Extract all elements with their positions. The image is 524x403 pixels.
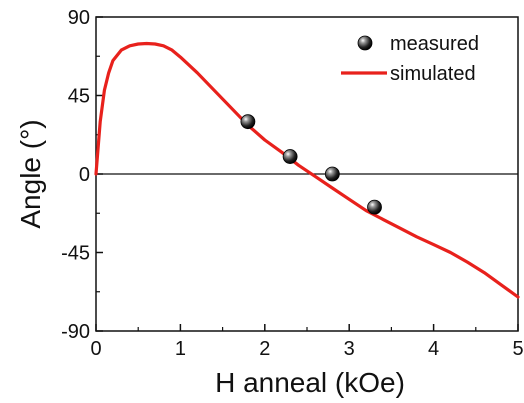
measured-point (324, 166, 340, 182)
y-tick-label: -90 (61, 321, 90, 343)
x-tick-label: 4 (428, 338, 439, 360)
x-tick-label: 0 (90, 338, 101, 360)
x-tick-label: 3 (344, 338, 355, 360)
y-axis-title: Angle (°) (15, 119, 46, 228)
legend-label-0: measured (390, 33, 479, 55)
y-tick-label: 0 (79, 164, 90, 186)
legend-measured-marker (357, 35, 373, 51)
y-tick-label: -45 (61, 243, 90, 265)
x-tick-label: 2 (259, 338, 270, 360)
x-axis-title: H anneal (kOe) (215, 367, 405, 398)
measured-point (240, 114, 256, 130)
x-tick-label: 1 (175, 338, 186, 360)
measured-point (367, 199, 382, 215)
measured-point (282, 149, 298, 164)
x-tick-label: 5 (512, 338, 523, 360)
y-tick-label: 45 (68, 86, 90, 108)
y-tick-label: 90 (68, 7, 90, 29)
legend-label-1: simulated (390, 63, 476, 85)
